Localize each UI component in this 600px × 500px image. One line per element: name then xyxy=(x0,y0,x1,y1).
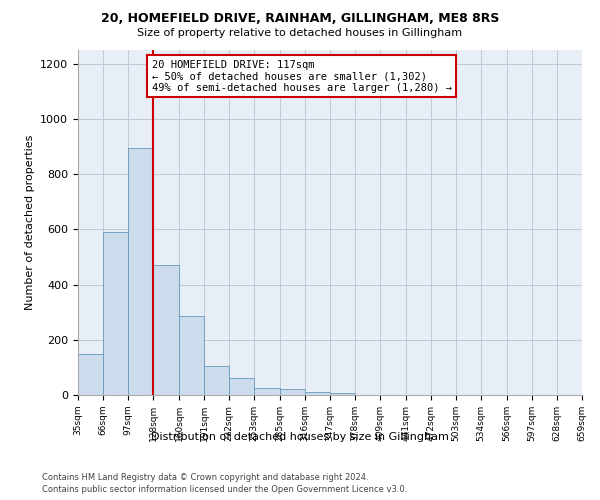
Bar xyxy=(179,316,204,395)
Bar xyxy=(254,388,280,395)
Y-axis label: Number of detached properties: Number of detached properties xyxy=(25,135,35,310)
Bar xyxy=(280,390,305,395)
Text: 20, HOMEFIELD DRIVE, RAINHAM, GILLINGHAM, ME8 8RS: 20, HOMEFIELD DRIVE, RAINHAM, GILLINGHAM… xyxy=(101,12,499,26)
Bar xyxy=(78,354,103,395)
Text: Size of property relative to detached houses in Gillingham: Size of property relative to detached ho… xyxy=(137,28,463,38)
Bar xyxy=(330,393,355,395)
Bar xyxy=(229,378,254,395)
Text: Contains HM Land Registry data © Crown copyright and database right 2024.: Contains HM Land Registry data © Crown c… xyxy=(42,472,368,482)
Bar xyxy=(128,148,153,395)
Text: Distribution of detached houses by size in Gillingham: Distribution of detached houses by size … xyxy=(151,432,449,442)
Bar xyxy=(153,266,179,395)
Text: Contains public sector information licensed under the Open Government Licence v3: Contains public sector information licen… xyxy=(42,485,407,494)
Text: 20 HOMEFIELD DRIVE: 117sqm
← 50% of detached houses are smaller (1,302)
49% of s: 20 HOMEFIELD DRIVE: 117sqm ← 50% of deta… xyxy=(151,60,452,93)
Bar xyxy=(305,392,330,395)
Bar xyxy=(103,232,128,395)
Bar xyxy=(204,366,229,395)
